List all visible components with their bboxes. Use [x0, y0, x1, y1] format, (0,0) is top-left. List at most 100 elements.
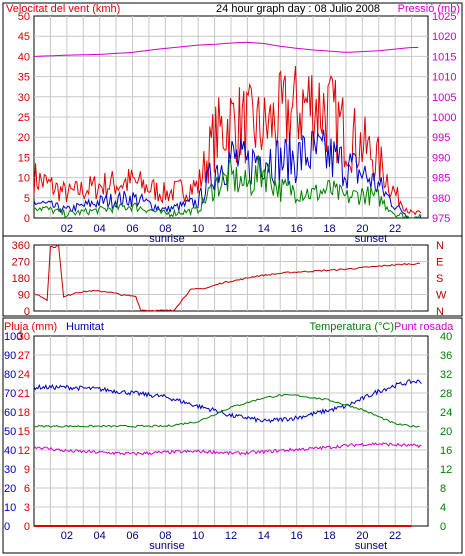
degree-ticks: 0 90 180 270 360	[12, 240, 30, 318]
x-tick-label: 22	[389, 223, 401, 235]
dew-point-axis-label: Punt rosada	[394, 321, 454, 333]
wind-speed-ticks: 0 5 10 15 20 25 30 35 40 45 50	[18, 11, 30, 225]
dew-line	[33, 442, 422, 456]
tick-label: 20	[4, 483, 16, 495]
tick-label: 0	[24, 521, 30, 533]
tick-label: 60	[4, 407, 16, 419]
x-tick-label: 18	[323, 223, 335, 235]
tick-label: 0	[440, 521, 446, 533]
pressure-ticks: 975 980 985 990 995 1000 1005 1010 1015 1020 1025	[432, 11, 456, 225]
tick-label: 12	[440, 464, 452, 476]
wind-pressure-series	[33, 41, 422, 219]
humidity-line	[33, 379, 422, 424]
x-tick-label: 08	[159, 223, 171, 235]
temperature-line	[33, 394, 420, 428]
tick-label: N	[436, 240, 444, 252]
rain-humidity-temperature-series	[33, 379, 422, 527]
wind-direction-series	[33, 244, 420, 312]
wind_avg-line	[33, 129, 422, 219]
tick-label: 32	[440, 369, 452, 381]
tick-label: 15	[18, 152, 30, 164]
tick-label: N	[436, 306, 444, 318]
tick-label: 6	[24, 483, 30, 495]
wind-direction-line	[33, 244, 420, 312]
x-tick-label: 20	[356, 530, 368, 542]
tick-label: 90	[4, 350, 16, 362]
tick-label: 360	[12, 240, 30, 252]
grid	[34, 336, 428, 526]
tick-label: 980	[432, 193, 450, 205]
tick-label: 70	[4, 388, 16, 400]
tick-label: S	[436, 273, 443, 285]
humidity-axis-label: Humitat	[66, 321, 104, 333]
x-tick-label: 02	[61, 223, 73, 235]
temperature-axis-label: Temperatura (°C)	[310, 321, 394, 333]
tick-label: 995	[432, 132, 450, 144]
grid	[34, 245, 428, 311]
humidity-ticks: 0 10 20 30 40 50 60 70 80 90 100	[4, 331, 22, 533]
tick-label: 8	[440, 483, 446, 495]
tick-label: 4	[440, 502, 446, 514]
x-tick-label: 08	[159, 530, 171, 542]
tick-label: 18	[18, 407, 30, 419]
tick-label: W	[436, 290, 447, 302]
tick-label: 21	[18, 388, 30, 400]
pressure-axis-label: Pressió (mb)	[398, 3, 460, 15]
x-tick-label: 10	[192, 530, 204, 542]
rain-humidity-temperature-panel: Pluja (mm) Humitat Temperatura (°C) Punt…	[2, 317, 463, 554]
tick-label: 9	[24, 464, 30, 476]
tick-label: 1025	[432, 11, 456, 23]
tick-label: 1010	[432, 72, 456, 84]
tick-label: 10	[18, 173, 30, 185]
tick-label: 0	[24, 306, 30, 318]
tick-label: 1015	[432, 51, 456, 63]
x-tick-label: 06	[126, 223, 138, 235]
tick-label: 35	[18, 72, 30, 84]
graph-title: 24 hour graph day : 08 Julio 2008	[216, 3, 380, 15]
tick-label: 16	[440, 445, 452, 457]
hour-ticks: 02 04 06 08 10 12 14 16 18 20 22	[61, 530, 402, 542]
tick-label: 36	[440, 350, 452, 362]
tick-label: 45	[18, 31, 30, 43]
tick-label: 50	[4, 426, 16, 438]
tick-label: 1020	[432, 31, 456, 43]
tick-label: 0	[24, 213, 30, 225]
tick-label: 30	[4, 464, 16, 476]
tick-label: 30	[18, 92, 30, 104]
tick-label: 24	[18, 369, 30, 381]
tick-label: 15	[18, 426, 30, 438]
wind_gust_low-line	[34, 155, 422, 219]
rain-axis-label: Pluja (mm)	[4, 321, 57, 333]
tick-label: 25	[18, 112, 30, 124]
tick-label: 24	[440, 407, 452, 419]
x-tick-label: 22	[389, 530, 401, 542]
tick-label: 985	[432, 173, 450, 185]
panel-frame	[2, 317, 463, 554]
tick-label: 270	[12, 257, 30, 269]
sunset-label: sunset	[355, 233, 387, 245]
x-tick-label: 12	[225, 530, 237, 542]
tick-label: 40	[18, 51, 30, 63]
tick-label: 0	[4, 521, 10, 533]
x-tick-label: 06	[126, 530, 138, 542]
tick-label: 180	[12, 273, 30, 285]
pressure-line	[33, 41, 419, 57]
x-tick-label: 02	[61, 530, 73, 542]
sunset-label-bottom: sunset	[355, 540, 387, 552]
tick-label: 28	[440, 388, 452, 400]
tick-label: 990	[432, 152, 450, 164]
panel-frame	[2, 235, 463, 317]
sunrise-label-bottom: sunrise	[149, 540, 184, 552]
tick-label: 5	[24, 193, 30, 205]
tick-label: 10	[4, 502, 16, 514]
tick-label: 20	[440, 426, 452, 438]
tick-label: 40	[440, 331, 452, 343]
tick-label: 1000	[432, 112, 456, 124]
tick-label: 20	[18, 132, 30, 144]
wind-axis-label: Velocitat del vent (kmh)	[6, 3, 120, 15]
tick-label: 90	[18, 290, 30, 302]
tick-label: 50	[18, 11, 30, 23]
rain-ticks: 0 3 6 9 12 15 18 21 24 27 30	[18, 331, 30, 533]
